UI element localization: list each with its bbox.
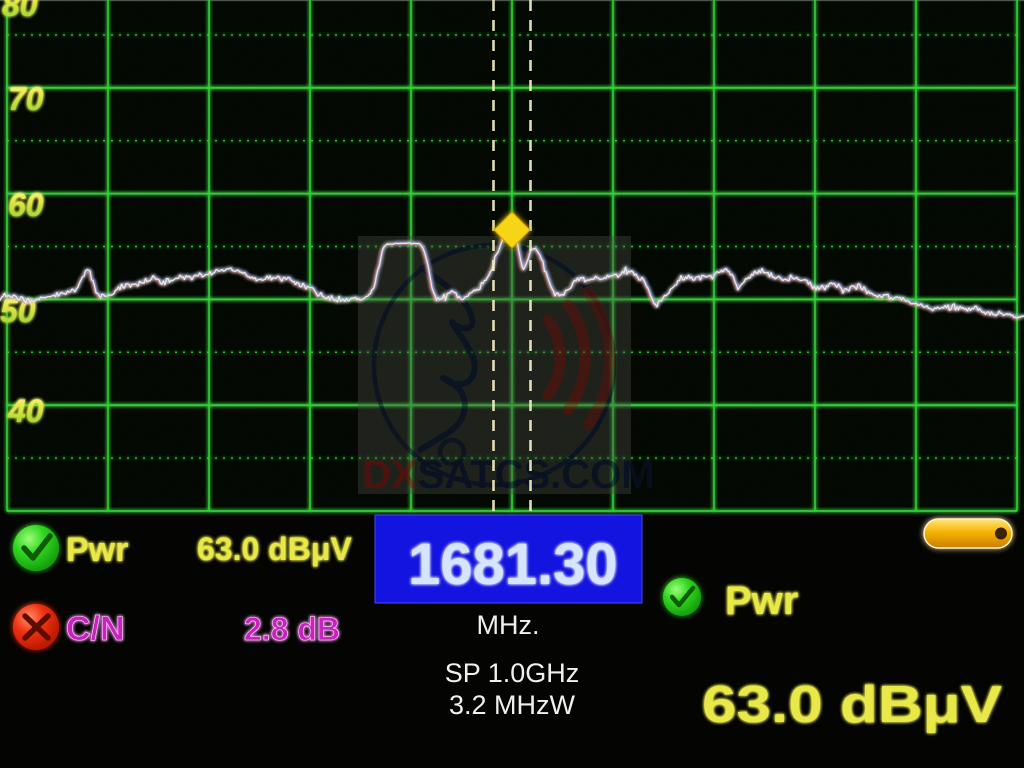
svg-text:C/N: C/N xyxy=(66,610,125,648)
svg-text:40: 40 xyxy=(7,393,44,429)
svg-text:80: 80 xyxy=(2,0,38,23)
svg-text:60: 60 xyxy=(8,187,44,223)
svg-text:63.0 dBμV: 63.0 dBμV xyxy=(702,676,1002,734)
svg-text:2.8 dB: 2.8 dB xyxy=(244,611,340,647)
svg-text:Pwr: Pwr xyxy=(66,531,128,569)
svg-text:Pwr: Pwr xyxy=(725,579,798,623)
svg-text:70: 70 xyxy=(8,81,44,117)
svg-text:63.0 dBμV: 63.0 dBμV xyxy=(197,531,352,567)
svg-text:DXSATCS.COM: DXSATCS.COM xyxy=(362,453,655,497)
svg-text:1681.30: 1681.30 xyxy=(408,532,618,597)
svg-text:3.2 MHzW: 3.2 MHzW xyxy=(449,690,576,720)
svg-text:MHz.: MHz. xyxy=(477,610,540,640)
svg-text:SP 1.0GHz: SP 1.0GHz xyxy=(445,658,580,688)
